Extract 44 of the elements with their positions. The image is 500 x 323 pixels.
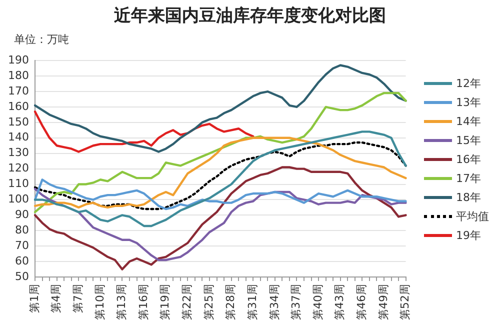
y-tick-label: 170	[8, 84, 29, 98]
legend-label: 13年	[456, 95, 481, 110]
y-tick-label: 50	[14, 270, 29, 283]
legend-label: 18年	[456, 190, 481, 205]
x-tick-label: 第1周	[28, 284, 41, 314]
y-tick-label: 100	[8, 192, 29, 206]
y-tick-label: 150	[8, 115, 29, 128]
y-tick-label: 160	[8, 100, 29, 113]
y-tick-label: 110	[8, 177, 29, 190]
x-tick-label: 第46周	[355, 284, 368, 320]
x-tick-label: 第28周	[224, 284, 238, 320]
chart-title: 近年来国内豆油库存年度变化对比图	[113, 5, 387, 27]
y-tick-label: 120	[8, 162, 29, 175]
y-tick-label: 90	[14, 208, 29, 222]
x-tick-label: 第43周	[333, 284, 346, 320]
x-tick-label: 第16周	[136, 284, 150, 320]
legend-label: 15年	[456, 133, 481, 148]
x-tick-label: 第40周	[311, 284, 324, 320]
x-tick-label: 第49周	[376, 284, 390, 320]
x-tick-label: 第52周	[398, 284, 412, 320]
x-tick-label: 第37周	[290, 284, 303, 320]
x-tick-label: 第10周	[93, 284, 106, 320]
y-tick-label: 80	[14, 223, 29, 236]
x-tick-label: 第7周	[71, 284, 84, 314]
legend-label: 12年	[456, 76, 481, 91]
y-tick-label: 60	[14, 254, 29, 268]
legend-label: 17年	[456, 171, 481, 186]
x-tick-label: 第34周	[268, 284, 281, 320]
y-tick-label: 70	[14, 238, 29, 252]
x-tick-label: 第22周	[180, 284, 194, 320]
x-tick-label: 第25周	[202, 284, 216, 320]
legend-label: 平均值	[456, 209, 489, 224]
y-tick-label: 140	[8, 130, 29, 144]
x-tick-label: 第31周	[246, 284, 259, 320]
legend-label: 14年	[456, 114, 481, 129]
y-tick-label: 180	[8, 68, 29, 82]
y-axis-title: 单位：万吨	[14, 32, 69, 47]
legend-label: 16年	[456, 152, 481, 167]
legend-label: 19年	[456, 228, 481, 243]
x-tick-label: 第19周	[158, 284, 172, 320]
x-tick-label: 第4周	[50, 284, 63, 314]
y-tick-label: 130	[8, 146, 29, 160]
y-tick-label: 190	[8, 53, 29, 66]
x-tick-label: 第13周	[115, 284, 128, 320]
